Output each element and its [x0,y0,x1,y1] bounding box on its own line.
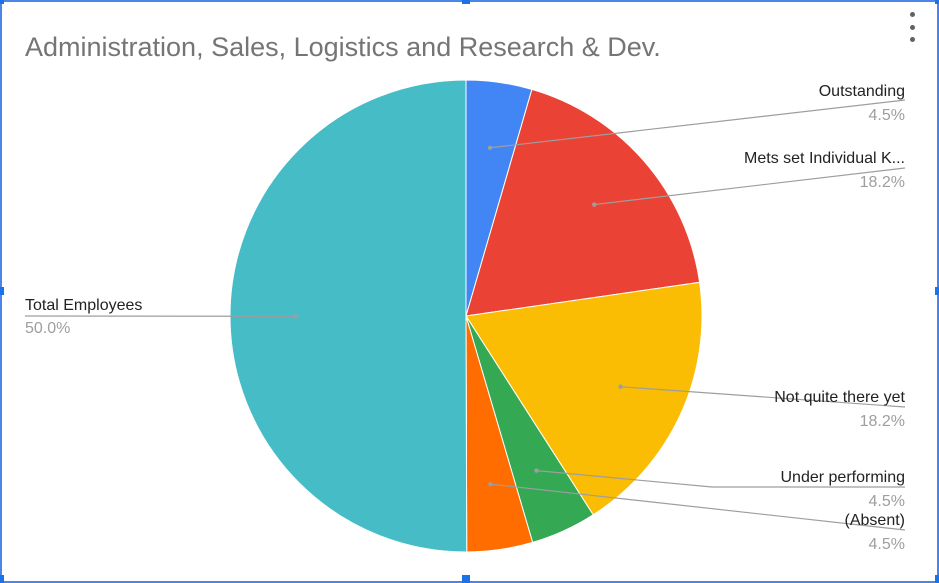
menu-dot [909,24,915,30]
menu-dot [909,12,915,17]
slice-label: Total Employees [25,297,142,314]
slice-value-label: 4.5% [869,107,905,124]
leader-dot [488,481,493,487]
slice-label: Mets set Individual K... [744,150,905,167]
slice-value-label: 4.5% [869,536,905,553]
resize-handle-left[interactable] [0,287,4,295]
slice-value-label: 4.5% [869,493,905,510]
leader-line [594,167,906,206]
leader-line [620,386,906,408]
leader-dot [534,468,539,473]
resize-handle-top-right[interactable] [935,0,939,4]
leader-dot [487,145,493,150]
slice-label: Under performing [781,469,906,486]
leader-line [489,99,906,149]
resize-handle-bottom-left[interactable] [0,575,4,583]
more-vert-icon[interactable] [906,12,918,42]
menu-dot [909,37,915,42]
pie-slice[interactable] [465,88,701,317]
leader-line [490,483,906,531]
leader-lines [24,99,906,531]
chart-title: Administration, Sales, Logistics and Res… [25,32,661,62]
slice-label: Not quite there yet [774,389,905,406]
pie-slices [229,79,703,553]
resize-handle-right[interactable] [935,287,939,295]
resize-handle-top[interactable] [462,0,470,4]
resize-handle-bottom[interactable] [462,575,470,583]
slice-labels: Outstanding 4.5% Mets set Individual K... 1… [25,83,906,553]
resize-handle-bottom-right[interactable] [935,575,939,583]
slice-value-label: 50.0% [25,320,70,337]
slice-label: Outstanding [819,83,905,100]
resize-handle-top-left[interactable] [0,0,4,4]
slice-label: (Absent) [845,512,905,529]
leader-line [536,470,905,488]
slice-value-label: 18.2% [860,174,905,191]
slice-value-label: 18.2% [860,413,905,430]
